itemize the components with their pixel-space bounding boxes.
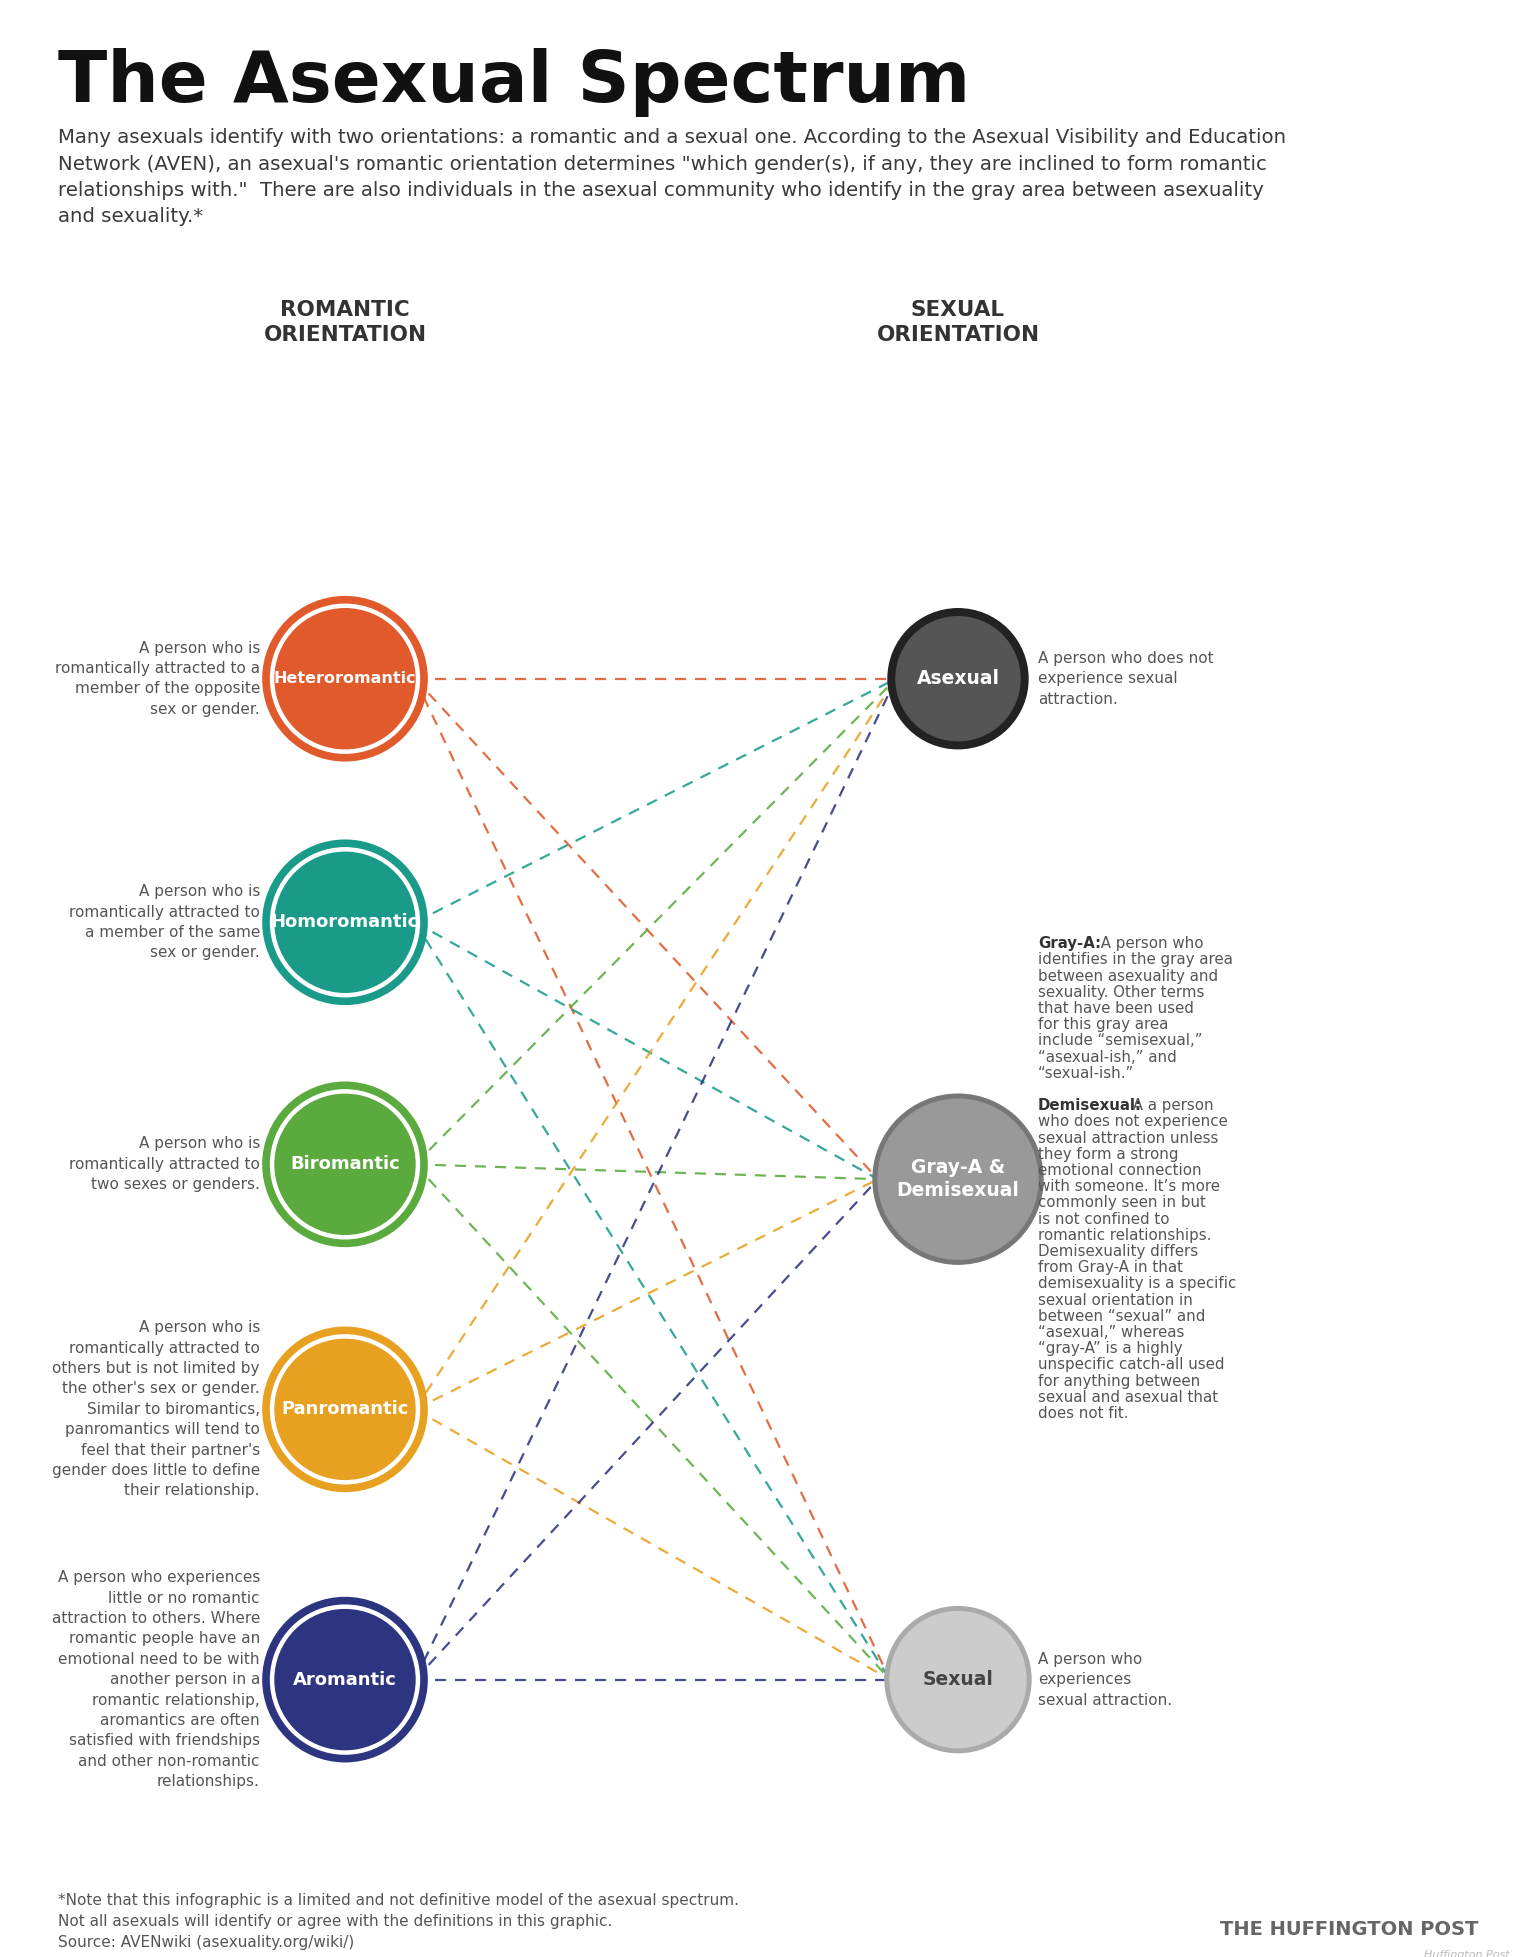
Text: with someone. It’s more: with someone. It’s more (1038, 1180, 1220, 1194)
Text: A person who: A person who (1097, 935, 1204, 951)
Text: unspecific catch-all used: unspecific catch-all used (1038, 1358, 1224, 1372)
Circle shape (266, 842, 425, 1002)
Text: identifies in the gray area: identifies in the gray area (1038, 953, 1233, 967)
Text: who does not experience: who does not experience (1038, 1114, 1227, 1129)
Text: emotional connection: emotional connection (1038, 1162, 1201, 1178)
Text: A person who is
romantically attracted to a
member of the opposite
sex or gender: A person who is romantically attracted t… (55, 640, 260, 716)
Text: Many asexuals identify with two orientations: a romantic and a sexual one. Accor: Many asexuals identify with two orientat… (58, 127, 1286, 227)
Text: Gray-A &
Demisexual: Gray-A & Demisexual (897, 1159, 1020, 1200)
Circle shape (275, 1609, 415, 1750)
Circle shape (895, 616, 1020, 742)
Circle shape (275, 1339, 415, 1479)
Circle shape (266, 1599, 425, 1759)
Text: they form a strong: they form a strong (1038, 1147, 1178, 1162)
Circle shape (888, 609, 1028, 750)
Text: for anything between: for anything between (1038, 1374, 1200, 1389)
Circle shape (879, 1100, 1038, 1258)
Text: A person who is
romantically attracted to
two sexes or genders.: A person who is romantically attracted t… (69, 1137, 260, 1192)
Circle shape (889, 1613, 1026, 1748)
Text: A person who is
romantically attracted to
a member of the same
sex or gender.: A person who is romantically attracted t… (69, 885, 260, 961)
Text: “gray-A” is a highly: “gray-A” is a highly (1038, 1341, 1183, 1356)
Text: sexual orientation in: sexual orientation in (1038, 1292, 1193, 1307)
Text: Panromantic: Panromantic (281, 1401, 409, 1419)
Text: include “semisexual,”: include “semisexual,” (1038, 1033, 1203, 1049)
Text: A person who is
romantically attracted to
others but is not limited by
the other: A person who is romantically attracted t… (52, 1321, 260, 1499)
Text: between “sexual” and: between “sexual” and (1038, 1309, 1206, 1323)
Text: Biromantic: Biromantic (290, 1155, 399, 1174)
Circle shape (275, 851, 415, 992)
Circle shape (266, 1329, 425, 1489)
Text: “sexual-ish.”: “sexual-ish.” (1038, 1067, 1134, 1080)
Text: demisexuality is a specific: demisexuality is a specific (1038, 1276, 1236, 1292)
Text: *Note that this infographic is a limited and not definitive model of the asexual: *Note that this infographic is a limited… (58, 1892, 739, 1930)
Text: The Asexual Spectrum: The Asexual Spectrum (58, 49, 971, 117)
Text: does not fit.: does not fit. (1038, 1405, 1129, 1421)
Text: A a person: A a person (1127, 1098, 1213, 1114)
Text: Sexual: Sexual (923, 1669, 994, 1689)
Circle shape (266, 1084, 425, 1245)
Text: sexuality. Other terms: sexuality. Other terms (1038, 984, 1204, 1000)
Text: Gray-A:: Gray-A: (1038, 935, 1101, 951)
Text: THE HUFFINGTON POST: THE HUFFINGTON POST (1220, 1920, 1478, 1939)
Text: Demisexuality differs: Demisexuality differs (1038, 1245, 1198, 1258)
Text: sexual attraction unless: sexual attraction unless (1038, 1131, 1218, 1145)
Circle shape (885, 1607, 1031, 1753)
Text: ROMANTIC
ORIENTATION: ROMANTIC ORIENTATION (264, 299, 427, 344)
Text: “asexual,” whereas: “asexual,” whereas (1038, 1325, 1184, 1341)
Text: commonly seen in but: commonly seen in but (1038, 1196, 1206, 1209)
Text: Huffington Post: Huffington Post (1424, 1949, 1510, 1957)
Text: that have been used: that have been used (1038, 1000, 1193, 1016)
Text: from Gray-A in that: from Gray-A in that (1038, 1260, 1183, 1276)
Text: Asexual: Asexual (917, 669, 1000, 689)
Text: Heteroromantic: Heteroromantic (273, 671, 416, 687)
Text: Homoromantic: Homoromantic (270, 914, 419, 932)
Circle shape (266, 599, 425, 759)
Circle shape (275, 609, 415, 750)
Text: A person who experiences
little or no romantic
attraction to others. Where
roman: A person who experiences little or no ro… (52, 1570, 260, 1789)
Text: SEXUAL
ORIENTATION: SEXUAL ORIENTATION (877, 299, 1040, 344)
Text: Demisexual:: Demisexual: (1038, 1098, 1141, 1114)
Text: Source: AVENwiki (asexuality.org/wiki/): Source: AVENwiki (asexuality.org/wiki/) (58, 1935, 355, 1949)
Text: between asexuality and: between asexuality and (1038, 969, 1218, 984)
Text: “asexual-ish,” and: “asexual-ish,” and (1038, 1049, 1177, 1065)
Text: A person who does not
experience sexual
attraction.: A person who does not experience sexual … (1038, 652, 1213, 706)
Circle shape (872, 1094, 1043, 1264)
Text: romantic relationships.: romantic relationships. (1038, 1227, 1212, 1243)
Text: is not confined to: is not confined to (1038, 1211, 1169, 1227)
Text: Aromantic: Aromantic (293, 1671, 396, 1689)
Text: A person who
experiences
sexual attraction.: A person who experiences sexual attracti… (1038, 1652, 1172, 1708)
Text: sexual and asexual that: sexual and asexual that (1038, 1389, 1218, 1405)
Circle shape (275, 1094, 415, 1235)
Text: for this gray area: for this gray area (1038, 1018, 1169, 1031)
